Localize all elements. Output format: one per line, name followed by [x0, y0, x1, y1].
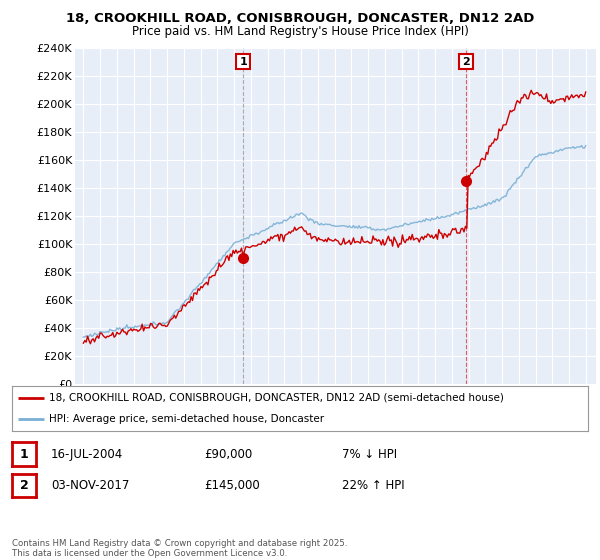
Text: 16-JUL-2004: 16-JUL-2004 — [51, 447, 123, 461]
Text: Price paid vs. HM Land Registry's House Price Index (HPI): Price paid vs. HM Land Registry's House … — [131, 25, 469, 38]
Text: 03-NOV-2017: 03-NOV-2017 — [51, 479, 130, 492]
Text: 18, CROOKHILL ROAD, CONISBROUGH, DONCASTER, DN12 2AD (semi-detached house): 18, CROOKHILL ROAD, CONISBROUGH, DONCAST… — [49, 393, 505, 403]
Text: 22% ↑ HPI: 22% ↑ HPI — [342, 479, 404, 492]
Text: £90,000: £90,000 — [204, 447, 252, 461]
Text: 1: 1 — [20, 447, 28, 461]
Text: £145,000: £145,000 — [204, 479, 260, 492]
Text: 18, CROOKHILL ROAD, CONISBROUGH, DONCASTER, DN12 2AD: 18, CROOKHILL ROAD, CONISBROUGH, DONCAST… — [66, 12, 534, 25]
Text: 1: 1 — [239, 57, 247, 67]
Text: 2: 2 — [20, 479, 28, 492]
Text: HPI: Average price, semi-detached house, Doncaster: HPI: Average price, semi-detached house,… — [49, 414, 325, 424]
Text: 2: 2 — [462, 57, 470, 67]
Text: 7% ↓ HPI: 7% ↓ HPI — [342, 447, 397, 461]
Text: Contains HM Land Registry data © Crown copyright and database right 2025.
This d: Contains HM Land Registry data © Crown c… — [12, 539, 347, 558]
